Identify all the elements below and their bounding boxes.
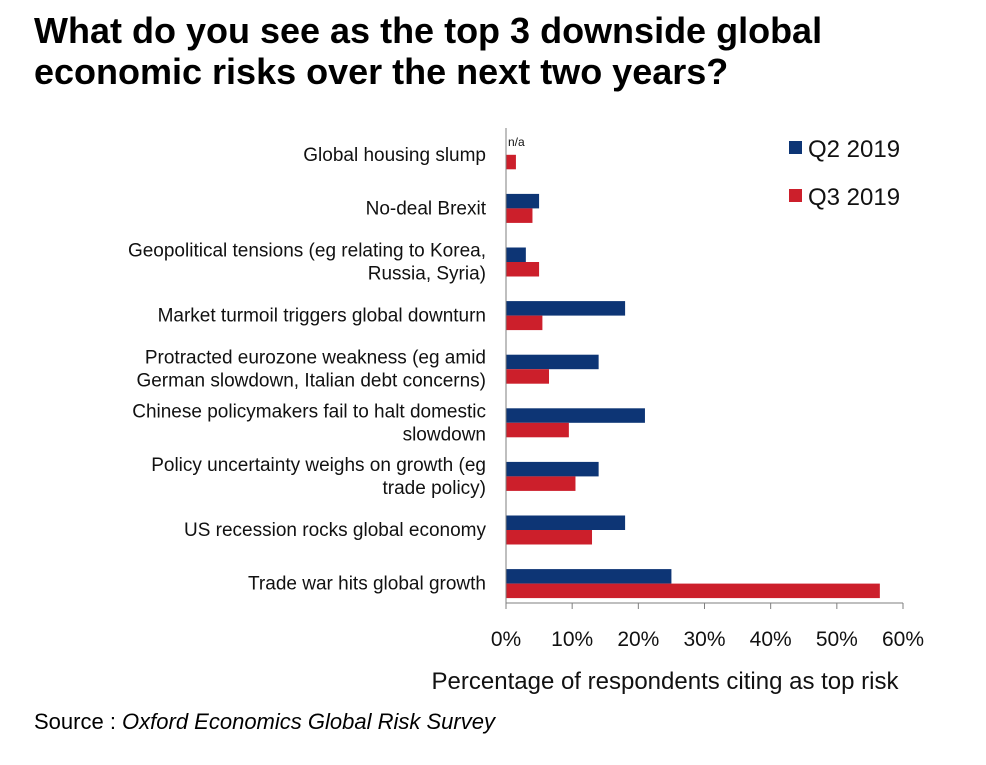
- category-label-chinese-policymakers-fail-to-halt-domestic-slowdown-line-2: slowdown: [403, 424, 486, 445]
- category-label-global-housing-slump: Global housing slump: [303, 145, 486, 166]
- category-label-trade-war-hits-global-growth: Trade war hits global growth: [248, 574, 486, 595]
- bar-q3-2019-protracted-eurozone-weakness-eg-amid-german-slowdown-italian-debt-concerns: [506, 369, 550, 384]
- chart-title-line-1: What do you see as the top 3 downside gl…: [34, 10, 823, 51]
- source-note: Source : Oxford Economics Global Risk Su…: [34, 709, 495, 735]
- x-tick-label-10: 10%: [551, 628, 593, 651]
- x-tick-label-50: 50%: [816, 628, 858, 651]
- category-label-policy-uncertainty-weighs-on-growth-eg-trade-policy-line-2: trade policy): [383, 478, 487, 499]
- category-label-protracted-eurozone-weakness-eg-amid-german-slowdown-italian-debt-concerns-line-2: German slowdown, Italian debt concerns): [136, 371, 486, 392]
- category-label-policy-uncertainty-weighs-on-growth-eg-trade-policy-line-1: Policy uncertainty weighs on growth (eg: [151, 455, 486, 476]
- category-label-no-deal-brexit: No-deal Brexit: [366, 198, 487, 219]
- bar-q2-2019-protracted-eurozone-weakness-eg-amid-german-slowdown-italian-debt-concerns: [506, 354, 599, 370]
- bar-q2-2019-no-deal-brexit: [506, 193, 540, 209]
- bar-q3-2019-chinese-policymakers-fail-to-halt-domestic-slowdown: [506, 422, 569, 438]
- chart-title: What do you see as the top 3 downside gl…: [34, 10, 954, 92]
- category-label-geopolitical-tensions-eg-relating-to-korea-russia-syria-line-2: Russia, Syria): [368, 264, 486, 285]
- bar-q2-2019-us-recession-rocks-global-economy: [506, 515, 626, 530]
- bar-q3-2019-market-turmoil-triggers-global-downturn: [506, 315, 543, 331]
- bar-q2-2019-chinese-policymakers-fail-to-halt-domestic-slowdown: [506, 408, 645, 423]
- bar-q3-2019-trade-war-hits-global-growth: [506, 583, 880, 599]
- source-name: Oxford Economics Global Risk Survey: [122, 709, 495, 734]
- category-label-geopolitical-tensions-eg-relating-to-korea-russia-syria-line-1: Geopolitical tensions (eg relating to Ko…: [128, 241, 486, 262]
- source-prefix: Source :: [34, 709, 123, 734]
- bar-q3-2019-no-deal-brexit: [506, 208, 533, 223]
- legend-label-q2-2019: Q2 2019: [808, 136, 900, 163]
- bar-q2-2019-trade-war-hits-global-growth: [506, 569, 672, 584]
- x-tick-label-20: 20%: [617, 628, 659, 651]
- x-tick-label-30: 30%: [683, 628, 725, 651]
- bar-q3-2019-global-housing-slump: [506, 154, 516, 170]
- category-label-us-recession-rocks-global-economy: US recession rocks global economy: [184, 520, 487, 541]
- bar-q2-2019-geopolitical-tensions-eg-relating-to-korea-russia-syria: [506, 247, 526, 262]
- category-label-market-turmoil-triggers-global-downturn: Market turmoil triggers global downturn: [158, 306, 486, 327]
- chart-title-line-2: economic risks over the next two years?: [34, 51, 729, 92]
- x-tick-label-40: 40%: [750, 628, 792, 651]
- bar-q2-2019-policy-uncertainty-weighs-on-growth-eg-trade-policy: [506, 461, 599, 477]
- legend-swatch-q3-2019: [789, 189, 802, 202]
- category-label-protracted-eurozone-weakness-eg-amid-german-slowdown-italian-debt-concerns-line-1: Protracted eurozone weakness (eg amid: [145, 348, 486, 369]
- bar-q3-2019-policy-uncertainty-weighs-on-growth-eg-trade-policy: [506, 476, 576, 491]
- x-tick-label-60: 60%: [882, 628, 924, 651]
- x-tick-label-0: 0%: [491, 628, 521, 651]
- annotation-na-label: n/a: [508, 135, 525, 149]
- bar-q3-2019-us-recession-rocks-global-economy: [506, 530, 593, 545]
- bar-q2-2019-market-turmoil-triggers-global-downturn: [506, 301, 626, 316]
- x-axis-title: Percentage of respondents citing as top …: [432, 668, 900, 695]
- legend-swatch-q2-2019: [789, 141, 802, 154]
- legend-label-q3-2019: Q3 2019: [808, 184, 900, 211]
- bar-q3-2019-geopolitical-tensions-eg-relating-to-korea-russia-syria: [506, 262, 540, 277]
- category-label-chinese-policymakers-fail-to-halt-domestic-slowdown-line-1: Chinese policymakers fail to halt domest…: [132, 401, 486, 422]
